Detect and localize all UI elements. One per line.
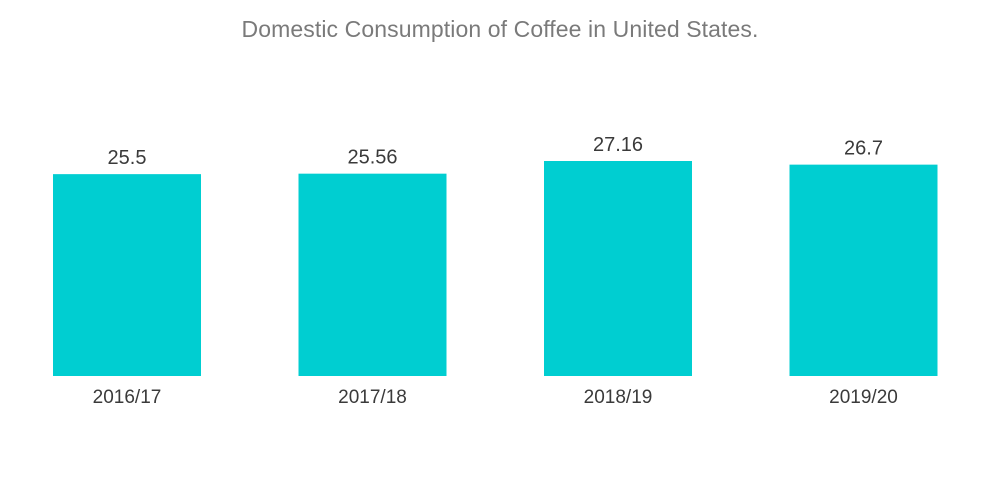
bar-2017/18 <box>298 173 447 376</box>
data-label: 25.56 <box>347 147 397 169</box>
x-tick-label: 2019/20 <box>829 387 898 408</box>
data-label: 26.7 <box>844 138 883 160</box>
data-label: 25.5 <box>108 147 147 169</box>
bar-2018/19 <box>544 161 692 376</box>
value-labels-group: 25.5 25.56 27.16 26.7 <box>108 134 883 169</box>
x-tick-label: 2016/17 <box>93 387 162 408</box>
bar-2019/20 <box>789 164 938 376</box>
x-tick-label: 2018/19 <box>584 387 653 408</box>
bar-2016/17 <box>53 174 201 376</box>
x-tick-labels-group: 2016/17 2017/18 2018/19 2019/20 <box>93 387 898 408</box>
x-tick-label: 2017/18 <box>338 387 407 408</box>
chart-title: Domestic Consumption of Coffee in United… <box>241 16 759 42</box>
bars-group <box>53 161 938 376</box>
data-label: 27.16 <box>593 134 643 156</box>
